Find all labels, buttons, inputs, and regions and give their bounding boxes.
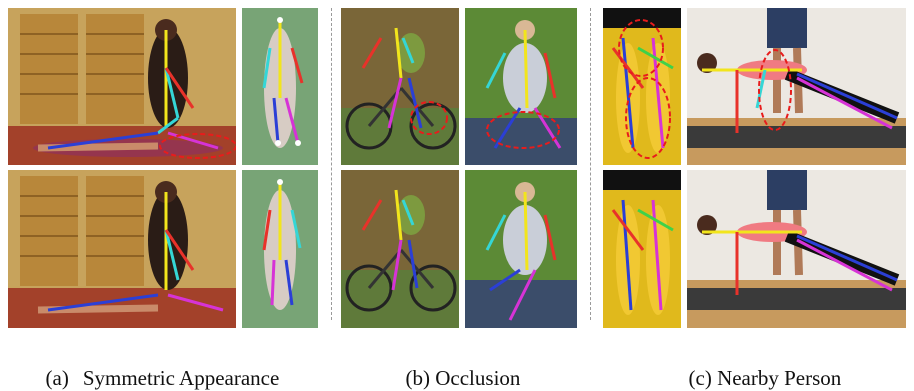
caption-c-tag: (c) — [688, 366, 712, 390]
caption-b-text: Occlusion — [435, 366, 521, 390]
photo-c-top-right — [687, 8, 906, 165]
photo-c-bottom-left — [603, 170, 681, 328]
caption-a-text: Symmetric Appearance — [82, 366, 280, 390]
photo-a-top-right — [242, 8, 318, 165]
photo-b-top-left — [341, 8, 459, 165]
photo-b-top-right — [465, 8, 577, 165]
photo-a-bottom-right — [242, 170, 318, 328]
caption-a-tag: (a) — [45, 366, 69, 390]
photo-c-top-left — [603, 8, 681, 165]
group-divider-bc — [590, 8, 591, 320]
group-divider-ab — [331, 8, 332, 320]
photo-a-top-left — [8, 8, 236, 165]
caption-a: (a) Symmetric Appearance — [35, 341, 280, 391]
caption-c-text: Nearby Person — [717, 366, 842, 390]
caption-b-tag: (b) — [405, 366, 431, 390]
photo-a-bottom-left — [8, 170, 236, 328]
photo-b-bottom-right — [465, 170, 577, 328]
photo-c-bottom-right — [687, 170, 906, 328]
photo-b-bottom-left — [341, 170, 459, 328]
caption-c: (c) Nearby Person — [678, 341, 842, 391]
caption-b: (b) Occlusion — [395, 341, 521, 391]
